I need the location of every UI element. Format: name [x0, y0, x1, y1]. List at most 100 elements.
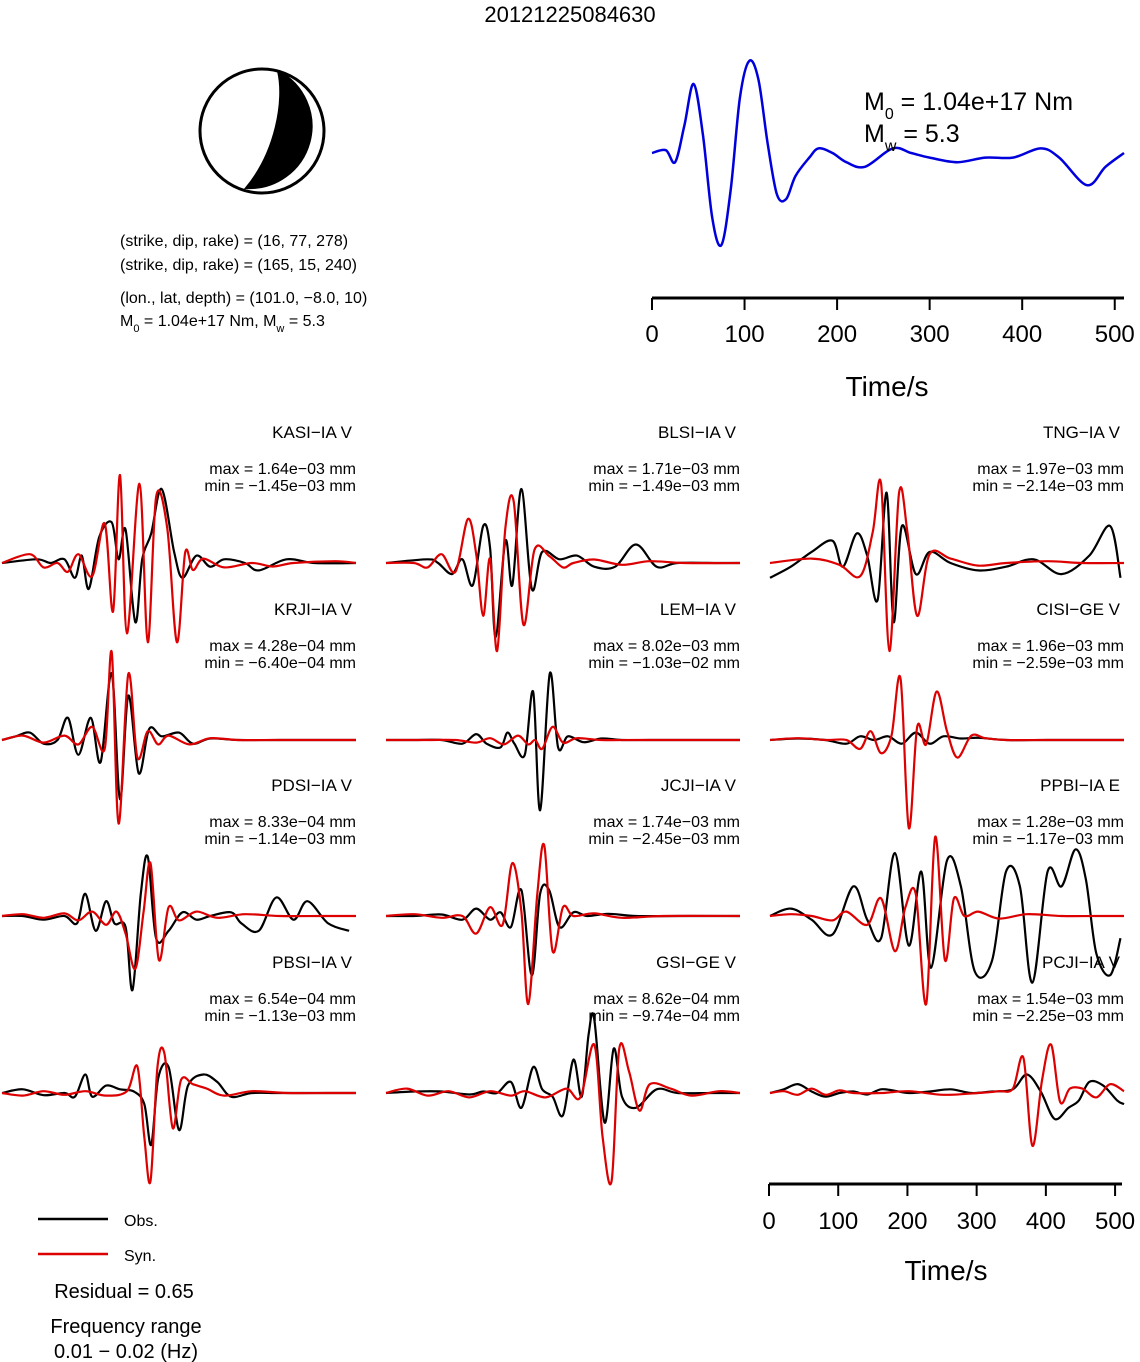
station-max: max = 4.28e−04 mm — [209, 638, 356, 655]
syn-trace — [385, 1042, 741, 1186]
station-name: KASI−IA V — [272, 423, 353, 442]
stf-time-axis: 0 100 200 300 400 500 — [645, 296, 1135, 348]
moment-mw: 5.3 — [303, 313, 325, 330]
plane2-text: (strike, dip, rake) = (165, 15, 240) — [120, 257, 357, 274]
station-name: PBSI−IA V — [272, 953, 353, 972]
waveform-tick-label: 0 — [762, 1208, 775, 1235]
waveform-tick-label: 200 — [887, 1208, 927, 1235]
station-min: min = −1.45e−03 mm — [204, 478, 356, 495]
plane1-text: (strike, dip, rake) = (16, 77, 278) — [120, 233, 348, 250]
obs-trace — [385, 487, 740, 639]
station-name: KRJI−IA V — [274, 600, 353, 619]
stf-tick-label: 400 — [1002, 321, 1042, 348]
station-name: PCJI−IA V — [1042, 953, 1121, 972]
waveform-tick-label: 500 — [1095, 1208, 1135, 1235]
moment-m0: 1.04e+17 Nm — [158, 313, 255, 330]
station-max: max = 1.74e−03 mm — [593, 814, 740, 831]
stf-m0-label: M0 = 1.04e+17 Nm — [864, 88, 1073, 123]
obs-trace — [1, 854, 350, 992]
station-max: max = 1.71e−03 mm — [593, 461, 740, 478]
stf-m0-value: = 1.04e+17 Nm — [894, 88, 1073, 116]
legend-obs-label: Obs. — [124, 1213, 158, 1230]
syn-trace — [769, 478, 1125, 653]
stf-tick-label: 300 — [910, 321, 950, 348]
waveform-tick-label: 100 — [818, 1208, 858, 1235]
syn-trace — [385, 842, 741, 1006]
syn-trace — [769, 674, 1124, 830]
station-min: min = −2.25e−03 mm — [972, 1008, 1124, 1025]
syn-trace — [385, 494, 741, 653]
obs-trace — [385, 671, 740, 812]
syn-trace — [769, 835, 1124, 1006]
moment-text: M0 = 1.04e+17 Nm, Mw = 5.3 — [120, 313, 325, 335]
station-max: max = 1.54e−03 mm — [977, 991, 1124, 1008]
syn-trace — [385, 725, 740, 751]
station-max: max = 1.97e−03 mm — [977, 461, 1124, 478]
station-name: CISI−GE V — [1036, 600, 1120, 619]
residual-text: Residual = 0.65 — [54, 1281, 194, 1303]
frequency-title: Frequency range — [50, 1316, 201, 1338]
station-max: max = 1.28e−03 mm — [977, 814, 1124, 831]
station-max: max = 8.02e−03 mm — [593, 638, 740, 655]
station-min: min = −9.74e−04 mm — [588, 1008, 740, 1025]
station-min: min = −1.17e−03 mm — [972, 831, 1124, 848]
station-min: min = −1.14e−03 mm — [204, 831, 356, 848]
station-max: max = 1.96e−03 mm — [977, 638, 1124, 655]
station-min: min = −2.59e−03 mm — [972, 655, 1124, 672]
stf-line — [651, 59, 1125, 248]
syn-trace — [1, 861, 356, 970]
station-name: PDSI−IA V — [271, 776, 352, 795]
beachball-compressional — [243, 69, 313, 190]
waveform-time-axis: 0 100 200 300 400 500 — [762, 1182, 1135, 1235]
stf-tick-label: 200 — [817, 321, 857, 348]
obs-trace — [1, 1062, 356, 1146]
obs-trace — [769, 491, 1122, 624]
syn-trace — [769, 1043, 1125, 1147]
stf-panel: M0 = 1.04e+17 Nm Mw = 5.3 0 100 200 300 400 5… — [645, 59, 1135, 402]
stf-tick-label: 0 — [645, 321, 658, 348]
stf-tick-label: 500 — [1095, 321, 1135, 348]
stf-mw-value: = 5.3 — [896, 120, 959, 148]
stf-xlabel: Time/s — [846, 371, 929, 402]
syn-trace — [1, 1046, 356, 1185]
syn-trace — [1, 473, 357, 644]
station-min: min = −6.40e−04 mm — [204, 655, 356, 672]
stf-mw-label: Mw = 5.3 — [864, 120, 960, 155]
station-name: LEM−IA V — [660, 600, 737, 619]
legend: Obs. Syn. — [38, 1213, 158, 1265]
station-min: min = −1.03e−02 mm — [588, 655, 740, 672]
station-max: max = 1.64e−03 mm — [209, 461, 356, 478]
frequency-value: 0.01 − 0.02 (Hz) — [54, 1341, 198, 1362]
stf-tick-label: 100 — [725, 321, 765, 348]
waveform-xlabel: Time/s — [905, 1255, 988, 1286]
station-name: JCJI−IA V — [661, 776, 737, 795]
station-name: GSI−GE V — [656, 953, 736, 972]
station-max: max = 8.33e−04 mm — [209, 814, 356, 831]
obs-trace — [385, 1012, 740, 1124]
station-min: min = −2.45e−03 mm — [588, 831, 740, 848]
obs-trace — [769, 848, 1122, 984]
figure-title: 20121225084630 — [484, 2, 655, 27]
station-name: BLSI−IA V — [658, 423, 737, 442]
station-max: max = 6.54e−04 mm — [209, 991, 356, 1008]
station-name: TNG−IA V — [1043, 423, 1121, 442]
station-min: min = −1.13e−03 mm — [204, 1008, 356, 1025]
station-min: min = −2.14e−03 mm — [972, 478, 1124, 495]
beachball — [198, 67, 326, 195]
waveform-tick-label: 300 — [957, 1208, 997, 1235]
legend-syn-label: Syn. — [124, 1248, 156, 1265]
